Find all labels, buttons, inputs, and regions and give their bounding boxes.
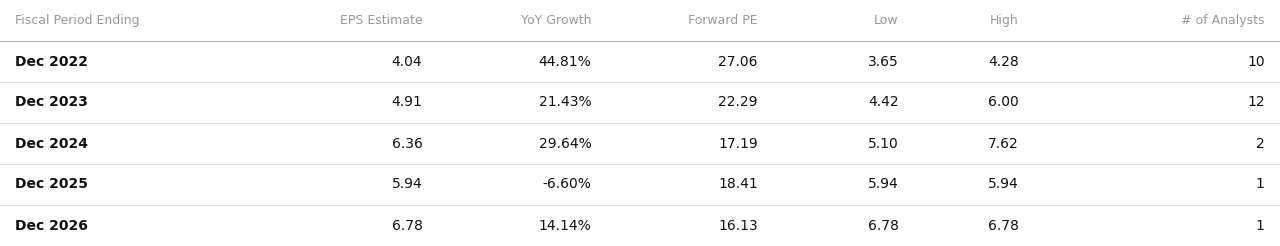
Text: 12: 12 (1247, 95, 1265, 109)
Text: Dec 2024: Dec 2024 (15, 137, 88, 151)
Text: 3.65: 3.65 (868, 55, 899, 68)
Text: 14.14%: 14.14% (539, 218, 591, 232)
Text: 44.81%: 44.81% (539, 55, 591, 68)
Text: 6.78: 6.78 (392, 218, 422, 232)
Text: High: High (991, 14, 1019, 27)
Text: EPS Estimate: EPS Estimate (339, 14, 422, 27)
Text: 10: 10 (1247, 55, 1265, 68)
Text: 6.00: 6.00 (988, 95, 1019, 109)
Text: Dec 2023: Dec 2023 (15, 95, 88, 109)
Text: 5.94: 5.94 (868, 178, 899, 191)
Text: Fiscal Period Ending: Fiscal Period Ending (15, 14, 140, 27)
Text: 4.28: 4.28 (988, 55, 1019, 68)
Text: 27.06: 27.06 (718, 55, 758, 68)
Text: 18.41: 18.41 (718, 178, 758, 191)
Text: 6.78: 6.78 (868, 218, 899, 232)
Text: Dec 2025: Dec 2025 (15, 178, 88, 191)
Text: 5.94: 5.94 (988, 178, 1019, 191)
Text: 7.62: 7.62 (988, 137, 1019, 151)
Text: 1: 1 (1256, 178, 1265, 191)
Text: # of Analysts: # of Analysts (1181, 14, 1265, 27)
Text: 4.04: 4.04 (392, 55, 422, 68)
Text: 29.64%: 29.64% (539, 137, 591, 151)
Text: -6.60%: -6.60% (543, 178, 591, 191)
Text: 4.42: 4.42 (868, 95, 899, 109)
Text: 6.78: 6.78 (988, 218, 1019, 232)
Text: YoY Growth: YoY Growth (521, 14, 591, 27)
Text: 22.29: 22.29 (718, 95, 758, 109)
Text: 4.91: 4.91 (392, 95, 422, 109)
Text: Forward PE: Forward PE (689, 14, 758, 27)
Text: 6.36: 6.36 (392, 137, 422, 151)
Text: 21.43%: 21.43% (539, 95, 591, 109)
Text: 5.10: 5.10 (868, 137, 899, 151)
Text: 16.13: 16.13 (718, 218, 758, 232)
Text: Dec 2026: Dec 2026 (15, 218, 88, 232)
Text: 17.19: 17.19 (718, 137, 758, 151)
Text: 5.94: 5.94 (392, 178, 422, 191)
Text: 1: 1 (1256, 218, 1265, 232)
Text: 2: 2 (1256, 137, 1265, 151)
Text: Dec 2022: Dec 2022 (15, 55, 88, 68)
Text: Low: Low (874, 14, 899, 27)
